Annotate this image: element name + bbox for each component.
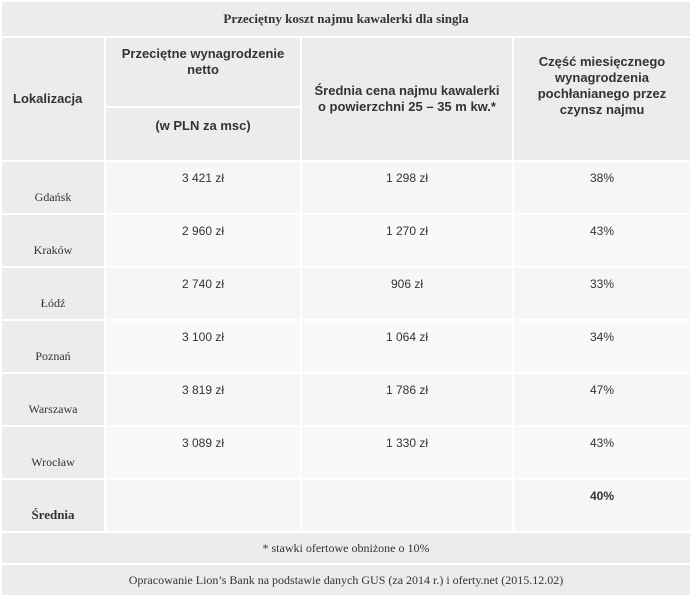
salary-cell: 3 421 zł [104,160,302,215]
city-cell: Gdańsk [0,160,106,215]
share-cell: 38% [512,160,690,215]
table-row: Wrocław 3 089 zł 1 330 zł 43% [0,425,690,480]
salary-cell: 3 089 zł [104,425,302,480]
table-caption: Przeciętny koszt najmu kawalerki dla sin… [0,0,690,38]
header-share-text: Część miesięcznego wynagrodzenia pochłan… [537,54,667,117]
header-salary-unit: (w PLN za msc) [104,106,302,162]
rent-cell: 1 064 zł [300,319,514,374]
rent-cell: 1 298 zł [300,160,514,215]
table-row: Łódź 2 740 zł 906 zł 33% [0,266,690,321]
salary-cell: 2 740 zł [104,266,302,321]
average-rent-cell [300,478,514,533]
share-cell: 47% [512,372,690,427]
city-cell: Wrocław [0,425,106,480]
average-row: Średnia 40% [0,478,690,533]
salary-cell: 3 819 zł [104,372,302,427]
share-cell: 33% [512,266,690,321]
city-cell: Poznań [0,319,106,374]
table-row: Gdańsk 3 421 zł 1 298 zł 38% [0,160,690,215]
city-cell: Warszawa [0,372,106,427]
share-cell: 43% [512,213,690,268]
header-location: Lokalizacja [0,36,106,162]
share-cell: 43% [512,425,690,480]
footnote: * stawki ofertowe obniżone o 10% [0,531,690,565]
average-share-cell: 40% [512,478,690,533]
source-note: Opracowanie Lion’s Bank na podstawie dan… [0,563,690,597]
header-rent-text: Średnia cena najmu kawalerki o powierzch… [314,83,500,114]
header-rent: Średnia cena najmu kawalerki o powierzch… [300,36,514,162]
salary-cell: 3 100 zł [104,319,302,374]
share-cell: 34% [512,319,690,374]
average-label: Średnia [0,478,106,533]
city-cell: Kraków [0,213,106,268]
salary-cell: 2 960 zł [104,213,302,268]
rent-cell: 1 330 zł [300,425,514,480]
header-salary: Przeciętne wynagrodzenie netto [104,36,302,108]
average-salary-cell [104,478,302,533]
rent-cell: 1 786 zł [300,372,514,427]
table-row: Kraków 2 960 zł 1 270 zł 43% [0,213,690,268]
rent-cell: 1 270 zł [300,213,514,268]
header-share: Część miesięcznego wynagrodzenia pochłan… [512,36,690,162]
table-row: Poznań 3 100 zł 1 064 zł 34% [0,319,690,374]
city-cell: Łódź [0,266,106,321]
table-row: Warszawa 3 819 zł 1 786 zł 47% [0,372,690,427]
rent-cell: 906 zł [300,266,514,321]
